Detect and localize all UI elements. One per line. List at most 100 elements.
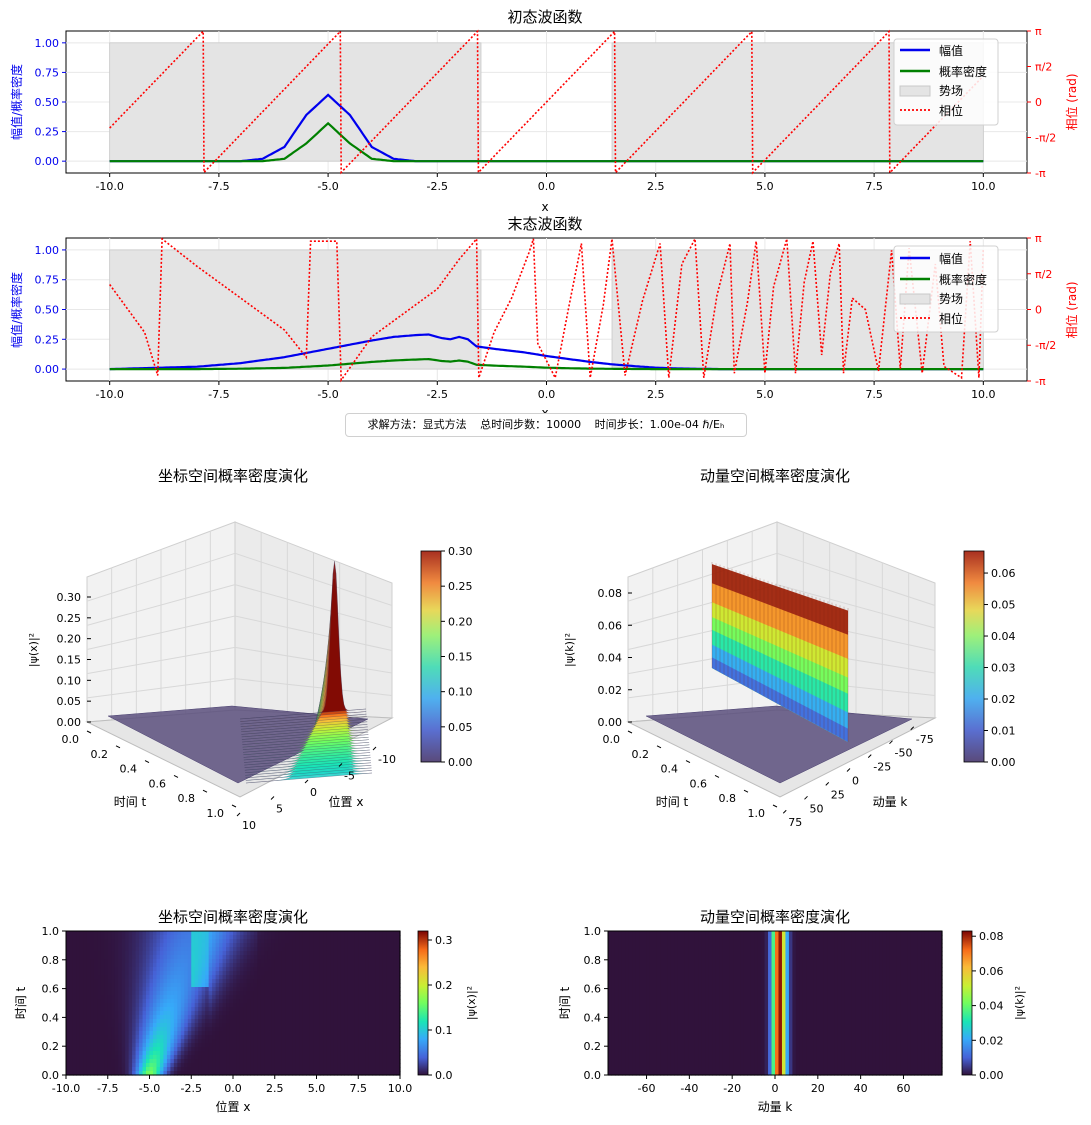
heat-cell <box>205 1027 210 1032</box>
heat-cell <box>722 963 727 968</box>
heat-cell <box>246 931 251 936</box>
heat-cell <box>194 943 199 948</box>
heat-cell <box>107 963 112 968</box>
heat-cell <box>330 947 335 952</box>
heat-cell <box>848 939 853 944</box>
heat-cell <box>156 951 161 956</box>
heat-cell <box>900 967 905 972</box>
heat-cell <box>705 975 710 980</box>
heat-cell <box>187 1035 192 1040</box>
heat-cell <box>295 1003 300 1008</box>
heat-cell <box>361 1019 366 1024</box>
heat-cell <box>621 971 626 976</box>
heat-cell <box>253 1043 258 1048</box>
heat-cell <box>330 1003 335 1008</box>
heat-cell <box>921 951 926 956</box>
heat-cell <box>386 1055 391 1060</box>
heat-cell <box>142 1055 147 1060</box>
heat-cell <box>313 955 318 960</box>
heat-cell <box>326 1051 332 1056</box>
heat-cell <box>226 971 231 976</box>
heat-cell <box>257 1071 262 1076</box>
heat-cell <box>205 1007 210 1012</box>
heat-cell <box>306 1067 311 1072</box>
heat-cell <box>97 1071 102 1076</box>
heat-cell <box>107 1007 112 1012</box>
heat-cell <box>358 939 363 944</box>
heat-cell <box>83 939 88 944</box>
heat-cell <box>896 967 901 972</box>
heat-cell <box>257 1015 262 1020</box>
heat-cell <box>156 995 161 1000</box>
heat-cell <box>337 963 342 968</box>
heat-cell <box>163 1059 168 1064</box>
heat-cell <box>118 1007 123 1012</box>
heat-cell <box>393 1051 398 1056</box>
heat-cell <box>354 955 359 960</box>
heat-cell <box>233 991 238 996</box>
x-tick-label: 10.0 <box>971 180 996 193</box>
heat-cell <box>351 975 356 980</box>
heat-cell <box>100 967 105 972</box>
heat-cell <box>233 1043 238 1048</box>
heat-cell <box>156 1059 161 1064</box>
heat-cell <box>611 967 616 972</box>
heat-cell <box>719 971 724 976</box>
heat-cell <box>333 1011 338 1016</box>
heat-cell <box>194 991 199 996</box>
heat-cell <box>128 1019 133 1024</box>
heat-cell <box>72 947 78 952</box>
heat-cell <box>274 1027 279 1032</box>
heat-cell <box>229 1047 234 1052</box>
heat-cell <box>208 1035 213 1040</box>
heat-cell <box>694 971 700 976</box>
heat-cell <box>288 967 293 972</box>
heat-cell <box>851 971 856 976</box>
heat-cell <box>205 995 210 1000</box>
heat-cell <box>215 1071 220 1076</box>
z-tick-label: 0.30 <box>57 591 82 604</box>
heat-cell <box>813 955 818 960</box>
heat-cell <box>184 963 189 968</box>
heat-cell <box>76 1047 81 1052</box>
heat-cell <box>93 967 98 972</box>
heat-cell <box>107 1031 112 1036</box>
heat-cell <box>921 935 926 940</box>
heat-cell <box>260 1007 265 1012</box>
heat-cell <box>243 971 248 976</box>
heat-cell <box>358 975 363 980</box>
heat-cell <box>396 931 401 936</box>
heat-cell <box>139 1019 144 1024</box>
heat-cell <box>72 967 78 972</box>
heat-cell <box>274 1059 279 1064</box>
heat-cell <box>382 1007 387 1012</box>
heat-cell <box>285 951 290 956</box>
heat-cell <box>243 979 248 984</box>
heat-cell <box>935 943 940 948</box>
heat-cell <box>187 983 192 988</box>
phase-tick-label: -π/2 <box>1035 131 1056 144</box>
heat-cell <box>229 939 234 944</box>
heat-cell <box>347 1031 352 1036</box>
heat-cell <box>146 1035 151 1040</box>
z-tick-label: 0.15 <box>57 654 82 667</box>
heat-cell <box>166 1031 171 1036</box>
heat-cell <box>156 963 161 968</box>
heat-cell <box>159 963 165 968</box>
heat-cell <box>76 935 81 940</box>
heat-cell <box>379 1051 384 1056</box>
heat-cell <box>792 939 797 944</box>
phase-tick-label: -π/2 <box>1035 339 1056 352</box>
heat-cell <box>212 1015 217 1020</box>
heat-cell <box>198 1027 203 1032</box>
heat-cell <box>208 979 213 984</box>
heat-cell <box>93 975 98 980</box>
heat-cell <box>114 983 119 988</box>
cbar-tick-label: 0.1 <box>435 1024 453 1037</box>
heat-cell <box>351 959 356 964</box>
heat-cell <box>351 1067 356 1072</box>
heat-cell <box>729 971 734 976</box>
heat-cell <box>233 975 238 980</box>
heat-cell <box>170 1059 175 1064</box>
heat-cell <box>337 1039 342 1044</box>
